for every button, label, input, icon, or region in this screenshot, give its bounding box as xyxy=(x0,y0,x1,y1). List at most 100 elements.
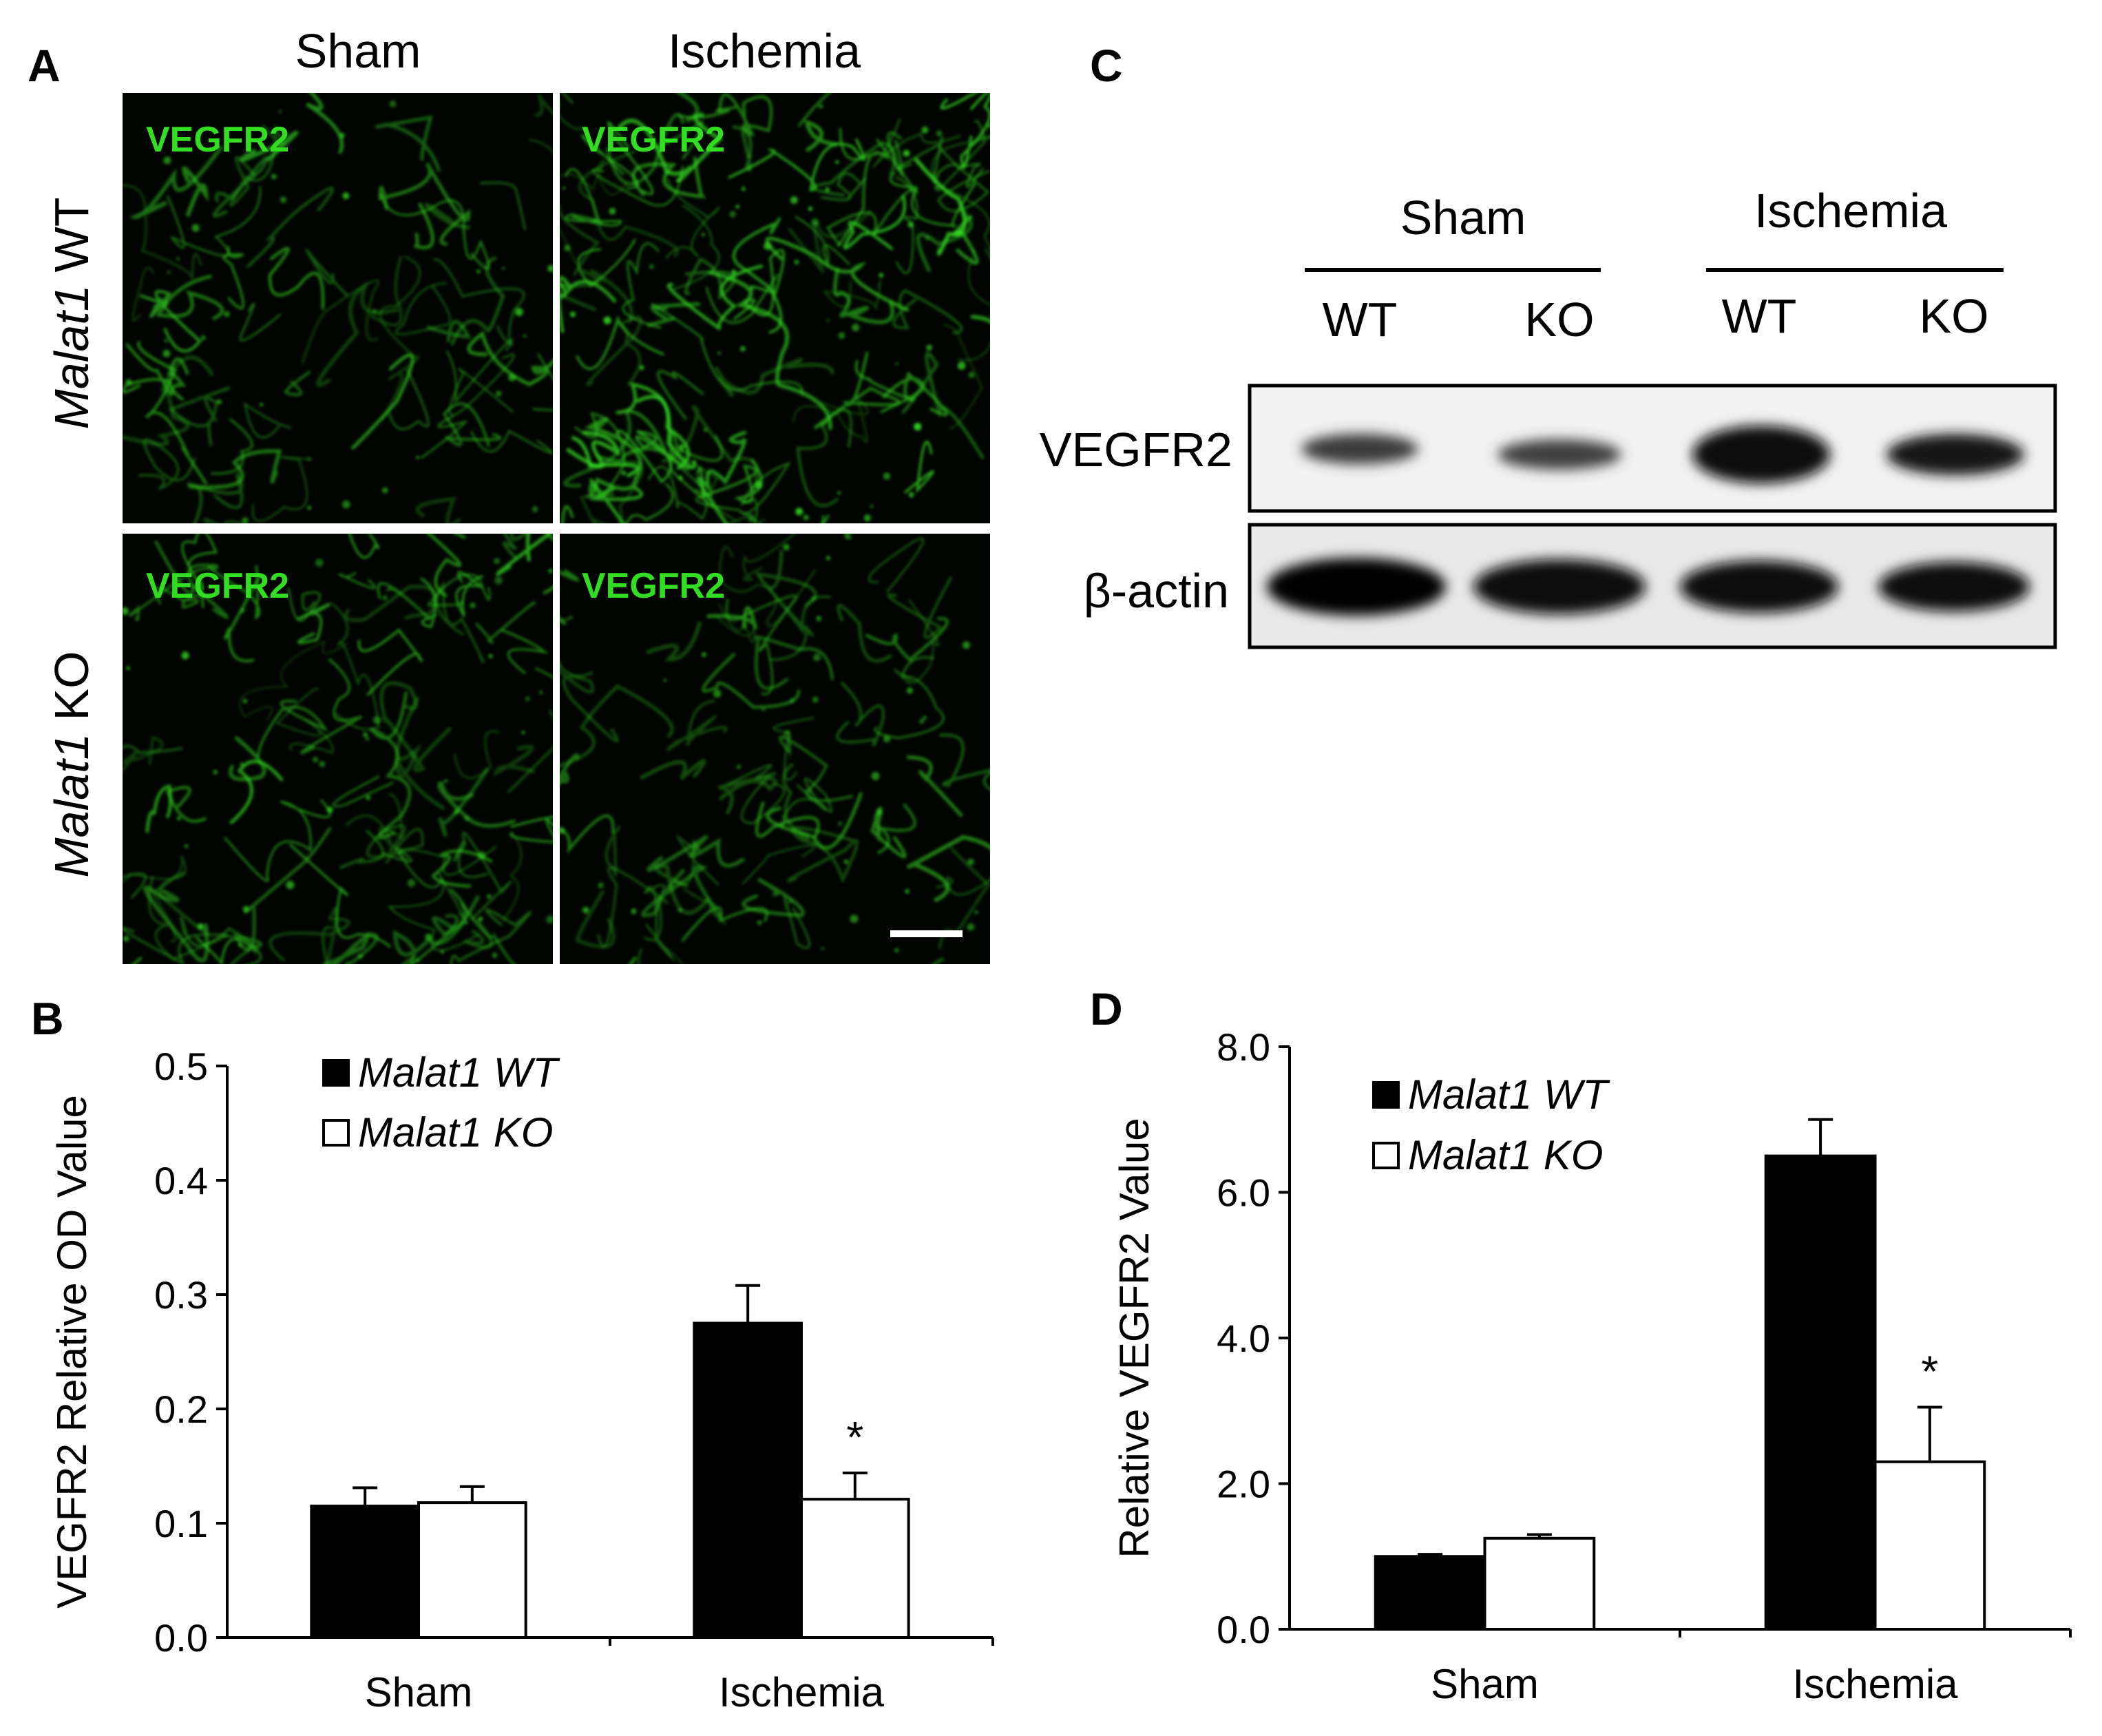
micrograph-ko-ischemia: VEGFR2 xyxy=(560,534,990,964)
puncta xyxy=(563,187,566,190)
bar xyxy=(1764,1154,1877,1631)
y-tick-label: 6.0 xyxy=(1217,1171,1270,1215)
fiber xyxy=(129,567,218,621)
fiber xyxy=(814,351,901,429)
bar xyxy=(1873,1460,1986,1631)
puncta xyxy=(658,149,662,153)
puncta xyxy=(532,505,538,512)
fiber xyxy=(727,764,786,824)
fiber xyxy=(381,846,443,888)
puncta xyxy=(863,514,871,522)
fiber xyxy=(450,256,505,346)
puncta xyxy=(123,607,129,615)
fiber xyxy=(586,315,642,386)
fiber xyxy=(605,826,621,877)
fiber xyxy=(338,572,376,589)
puncta xyxy=(971,249,976,253)
fiber xyxy=(826,138,918,246)
fiber xyxy=(288,587,321,622)
fiber xyxy=(450,908,532,964)
wb-lane-1: WT xyxy=(1323,293,1398,346)
fiber xyxy=(617,112,724,182)
puncta xyxy=(894,948,899,953)
fiber xyxy=(728,138,865,192)
puncta xyxy=(883,472,891,480)
micrograph-stain-label: VEGFR2 xyxy=(146,120,289,160)
y-tick-label: 8.0 xyxy=(1217,1025,1270,1069)
fiber xyxy=(442,402,502,447)
legend-swatch xyxy=(322,1059,350,1087)
fiber xyxy=(665,178,721,259)
fiber xyxy=(854,359,916,413)
panel-a: A Sham Ischemia Malat1 WT Malat1 KO VEGFR2… xyxy=(28,24,990,964)
puncta xyxy=(811,218,819,227)
puncta xyxy=(678,475,683,481)
fiber xyxy=(156,275,224,320)
fiber xyxy=(781,777,832,828)
puncta xyxy=(416,456,419,459)
puncta xyxy=(826,319,830,322)
fiber-layer xyxy=(123,93,553,523)
puncta xyxy=(957,362,966,370)
fiber xyxy=(822,280,881,310)
fiber xyxy=(705,274,779,324)
fiber xyxy=(773,717,814,781)
fiber xyxy=(932,957,945,964)
puncta xyxy=(934,186,938,190)
blot-bands xyxy=(1301,426,2024,483)
fiber xyxy=(132,956,143,964)
puncta xyxy=(286,881,295,890)
fiber xyxy=(123,927,233,964)
puncta xyxy=(639,365,644,370)
puncta xyxy=(669,127,674,132)
puncta xyxy=(741,187,746,191)
row-ko-gene: Malat1 xyxy=(45,733,98,878)
fiber xyxy=(181,534,218,609)
fiber xyxy=(284,370,311,397)
fiber xyxy=(708,271,832,430)
fiber xyxy=(702,653,801,709)
puncta xyxy=(163,156,171,165)
fiber xyxy=(560,114,587,131)
puncta xyxy=(242,517,249,523)
fiber xyxy=(629,956,637,964)
fiber xyxy=(783,895,810,949)
puncta xyxy=(967,858,974,866)
puncta xyxy=(713,689,722,698)
fiber xyxy=(635,395,697,470)
panel-d-letter: D xyxy=(1090,983,1123,1034)
puncta xyxy=(876,808,883,815)
puncta xyxy=(923,715,927,720)
fiber xyxy=(641,864,722,919)
fiber xyxy=(718,776,777,815)
fiber xyxy=(507,709,553,794)
puncta xyxy=(871,772,880,780)
puncta xyxy=(488,653,493,658)
puncta xyxy=(564,244,571,251)
puncta xyxy=(621,470,627,476)
puncta xyxy=(649,264,654,269)
y-tick-label: 0.4 xyxy=(154,1159,208,1202)
fiber xyxy=(167,386,231,447)
fiber xyxy=(560,275,617,333)
fiber xyxy=(453,730,500,780)
micrograph-wt-sham: VEGFR2 xyxy=(123,93,553,523)
puncta xyxy=(307,505,311,510)
bar xyxy=(1374,1555,1486,1631)
puncta xyxy=(582,906,589,914)
puncta xyxy=(702,652,706,658)
micrograph-wt-ischemia: VEGFR2 xyxy=(560,93,990,523)
fiber xyxy=(706,605,758,629)
chart-d: 0.0 2.0 4.0 6.0 8.0 Sham Ischemia * Relative VEG… xyxy=(1111,1025,2072,1707)
fiber xyxy=(348,534,380,559)
panel-b: B 0.0 0.1 0.2 0.3 0.4 0.5 Sham Ischemia * VEGFR2 … xyxy=(31,993,994,1715)
fiber xyxy=(461,902,516,964)
puncta xyxy=(803,514,809,521)
fluorescence-pattern xyxy=(123,534,553,964)
fiber xyxy=(448,353,515,417)
fiber xyxy=(244,402,291,439)
legend-label: Malat1 WT xyxy=(358,1049,560,1096)
row-wt-gene: Malat1 xyxy=(45,284,98,429)
puncta xyxy=(740,346,746,352)
puncta xyxy=(701,233,705,237)
